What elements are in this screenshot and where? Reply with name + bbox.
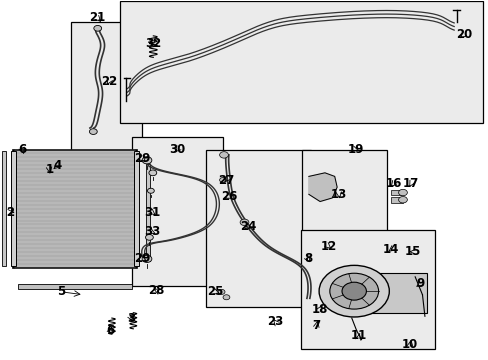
Bar: [390, 190, 402, 195]
Circle shape: [329, 273, 378, 309]
Bar: [18, 284, 132, 289]
Bar: [2, 151, 6, 266]
Bar: [11, 151, 16, 266]
Text: 14: 14: [382, 243, 398, 256]
Circle shape: [142, 157, 152, 164]
Text: 2: 2: [6, 206, 15, 219]
Text: 16: 16: [385, 177, 401, 190]
Circle shape: [142, 255, 152, 262]
Circle shape: [398, 189, 407, 196]
Circle shape: [94, 26, 102, 31]
Circle shape: [223, 295, 229, 300]
Text: 19: 19: [347, 143, 363, 156]
Text: 30: 30: [169, 143, 185, 156]
Text: 28: 28: [148, 284, 164, 297]
Circle shape: [219, 152, 228, 158]
Text: 29: 29: [134, 152, 150, 165]
Circle shape: [219, 177, 226, 183]
Polygon shape: [308, 173, 336, 202]
Bar: [132, 137, 222, 286]
Text: 12: 12: [320, 240, 336, 253]
Circle shape: [319, 265, 388, 317]
Bar: [302, 149, 386, 253]
Text: 5: 5: [58, 285, 66, 298]
Text: 6: 6: [106, 324, 114, 337]
Bar: [390, 197, 402, 203]
Text: 15: 15: [404, 245, 420, 258]
Text: 29: 29: [134, 252, 150, 265]
Text: 7: 7: [312, 319, 320, 332]
Text: 26: 26: [220, 190, 237, 203]
Bar: [146, 164, 150, 261]
Circle shape: [341, 282, 366, 300]
Text: 33: 33: [143, 225, 160, 238]
Circle shape: [398, 197, 407, 203]
Circle shape: [149, 170, 157, 176]
Bar: [120, 1, 483, 123]
Text: 3: 3: [127, 311, 135, 325]
Circle shape: [145, 234, 153, 240]
Text: 23: 23: [266, 315, 283, 328]
Bar: [358, 273, 427, 313]
Text: 13: 13: [330, 188, 346, 201]
Text: 17: 17: [402, 177, 419, 190]
Circle shape: [89, 129, 97, 134]
Text: 27: 27: [218, 174, 234, 186]
Text: 25: 25: [206, 285, 223, 298]
Text: 4: 4: [53, 159, 61, 172]
Text: 6: 6: [18, 143, 26, 156]
Text: 18: 18: [311, 303, 327, 316]
Text: 24: 24: [240, 220, 256, 233]
Text: 22: 22: [101, 75, 117, 88]
Text: 31: 31: [143, 206, 160, 219]
Text: 32: 32: [144, 36, 161, 50]
Circle shape: [240, 219, 248, 226]
Text: 20: 20: [455, 28, 471, 41]
Bar: [134, 151, 139, 266]
Text: 21: 21: [89, 12, 105, 24]
Text: 1: 1: [45, 163, 53, 176]
Bar: [71, 22, 142, 158]
Bar: [206, 149, 311, 307]
Text: 9: 9: [415, 278, 423, 291]
Text: 10: 10: [401, 338, 418, 351]
Circle shape: [218, 289, 224, 294]
Text: 8: 8: [303, 252, 311, 265]
Bar: [300, 230, 434, 348]
Circle shape: [147, 188, 154, 193]
Bar: [13, 149, 137, 268]
Text: 11: 11: [350, 329, 366, 342]
